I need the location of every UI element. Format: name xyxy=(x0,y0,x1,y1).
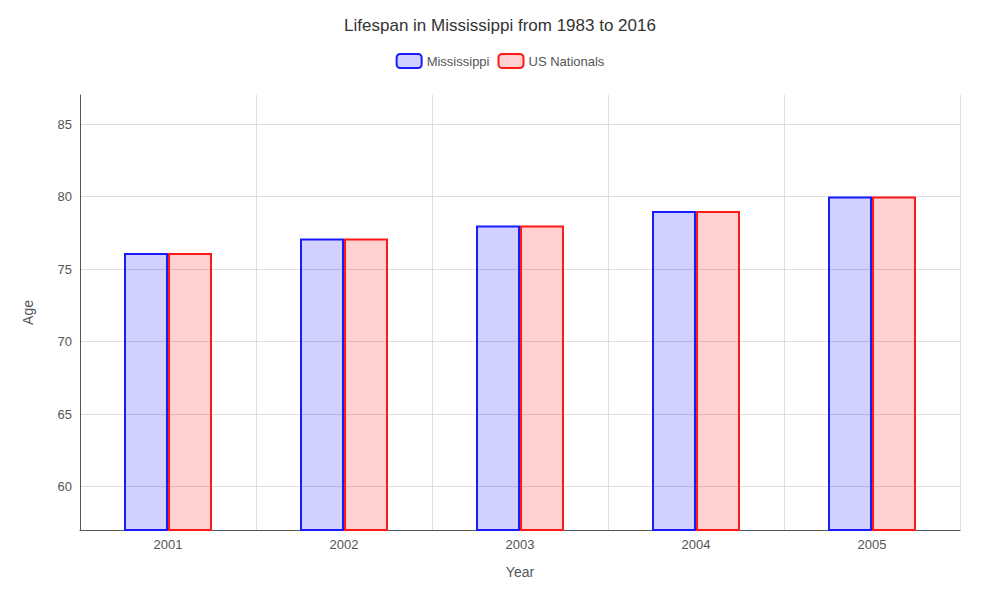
svg-text:US Nationals: US Nationals xyxy=(528,54,604,69)
svg-text:80: 80 xyxy=(58,189,72,204)
svg-text:Lifespan in Mississippi from 1: Lifespan in Mississippi from 1983 to 201… xyxy=(344,16,656,35)
svg-text:85: 85 xyxy=(58,117,72,132)
svg-text:2001: 2001 xyxy=(154,537,183,552)
svg-text:75: 75 xyxy=(58,262,72,277)
svg-text:65: 65 xyxy=(58,407,72,422)
svg-text:Mississippi: Mississippi xyxy=(427,54,490,69)
svg-text:Year: Year xyxy=(506,564,535,580)
svg-text:60: 60 xyxy=(58,479,72,494)
svg-text:2002: 2002 xyxy=(330,537,359,552)
svg-text:2003: 2003 xyxy=(506,537,535,552)
svg-text:70: 70 xyxy=(58,334,72,349)
svg-text:2004: 2004 xyxy=(682,537,711,552)
svg-text:2005: 2005 xyxy=(858,537,887,552)
svg-text:Age: Age xyxy=(20,300,36,325)
